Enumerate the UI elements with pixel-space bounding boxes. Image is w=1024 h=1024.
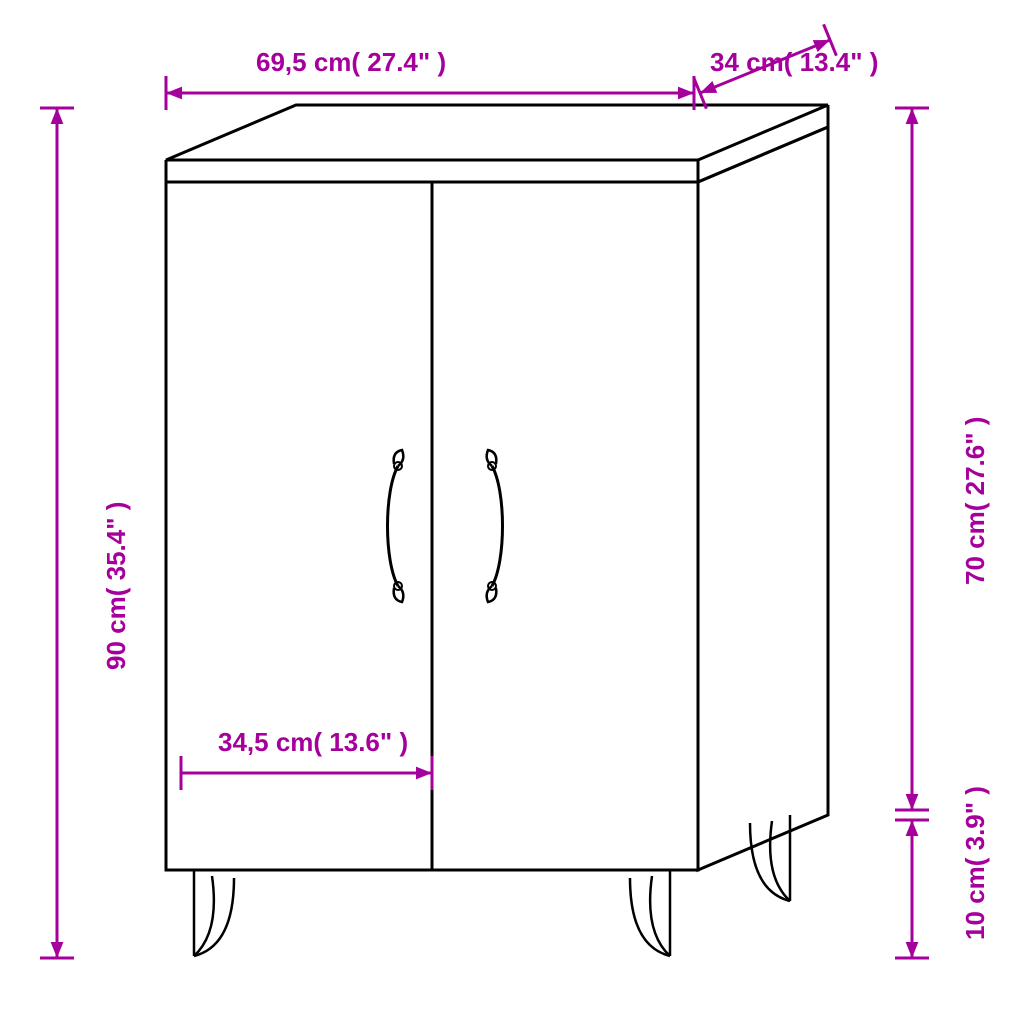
dim-label-total-depth: 34 cm( 13.4" ) bbox=[710, 47, 878, 78]
dim-label-total-width: 69,5 cm( 27.4" ) bbox=[256, 47, 446, 78]
dim-label-leg-height: 10 cm( 3.9" ) bbox=[960, 786, 991, 940]
diagram-canvas: 69,5 cm( 27.4" ) 34 cm( 13.4" ) 90 cm( 3… bbox=[0, 0, 1024, 1024]
drawing-svg bbox=[0, 0, 1024, 1024]
dim-label-door-height: 70 cm( 27.6" ) bbox=[960, 417, 991, 585]
dim-label-door-width: 34,5 cm( 13.6" ) bbox=[218, 727, 408, 758]
dim-label-total-height: 90 cm( 35.4" ) bbox=[101, 502, 132, 670]
dimension-lines bbox=[40, 24, 929, 958]
cabinet-outline bbox=[166, 105, 828, 956]
